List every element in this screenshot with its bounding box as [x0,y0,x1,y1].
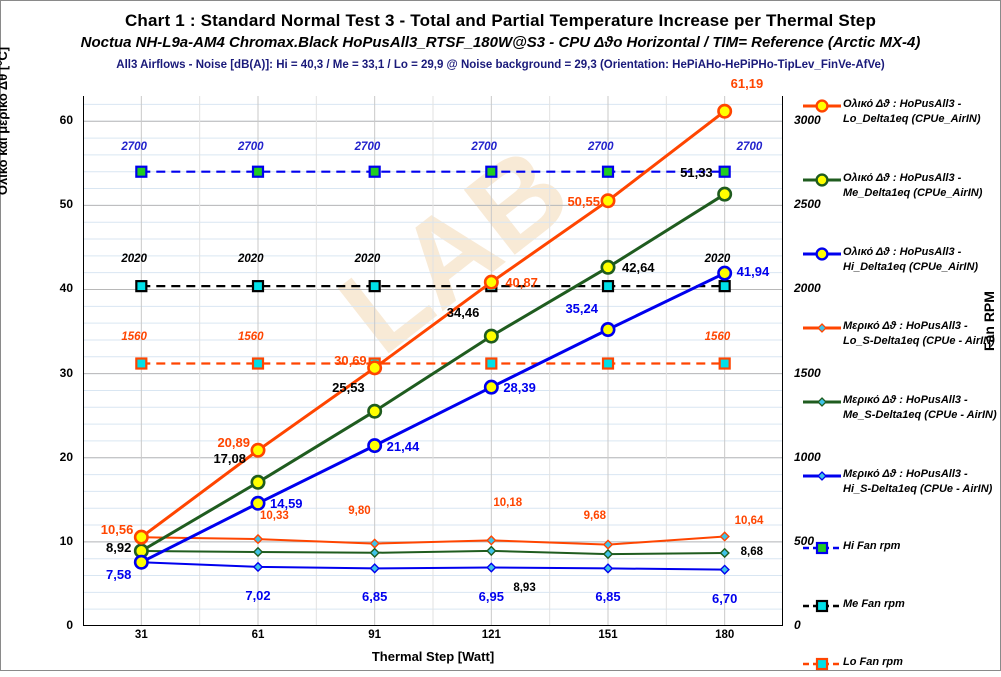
data-point-label: 40,87 [505,275,538,291]
legend-item[interactable]: Hi Fan rpm [801,539,997,556]
legend-item-label: Hi Fan rpm [843,540,901,552]
data-point-label: 8,92 [106,539,132,555]
legend-marker-square-cyan2-icon [801,656,843,672]
legend-item-label: Ολικό Δϑ : HoPusAll3 - Me_Delta1eq (CPUe… [843,172,983,199]
chart-legend: Ολικό Δϑ : HoPusAll3 - Lo_Delta1eq (CPUe… [801,97,997,671]
data-point-label: 21,44 [386,438,420,454]
data-point-label: 42,64 [622,260,655,276]
data-point-label: 34,46 [446,305,480,321]
x-axis-title: Thermal Step [Watt] [371,649,495,664]
legend-item-label: Ολικό Δϑ : HoPusAll3 - Lo_Delta1eq (CPUe… [843,98,981,125]
y-tick-left: 40 [59,281,73,296]
x-tick: 61 [251,629,265,641]
data-point-label: 2020 [354,253,381,266]
data-point-label: 8,68 [740,545,764,558]
legend-item[interactable]: Μερικό Δϑ : HoPusAll3 - Lo_S-Delta1eq (C… [801,319,997,348]
data-point-label: 30,69 [334,352,367,368]
y-tick-right: 0 [794,618,801,632]
data-point-label: 7,58 [106,567,132,583]
x-tick: 151 [598,629,618,641]
y-tick-left: 20 [59,449,73,464]
data-point-label: 6,85 [362,589,388,605]
y-tick-right: 500 [794,533,815,548]
legend-item[interactable]: Ολικό Δϑ : HoPusAll3 - Lo_Delta1eq (CPUe… [801,97,997,126]
legend-item[interactable]: Ολικό Δϑ : HoPusAll3 - Hi_Delta1eq (CPUe… [801,245,997,274]
data-point-label: 50,55 [567,193,600,209]
y-tick-left: 60 [59,113,73,128]
data-point-label: 10,33 [260,510,289,523]
chart-title: Chart 1 : Standard Normal Test 3 - Total… [124,11,877,30]
chart-canvas [83,96,783,626]
legend-marker-square-green-icon [801,540,843,556]
legend-item-label: Μερικό Δϑ : HoPusAll3 - Me_S-Delta1eq (C… [843,394,997,421]
data-point-label: 14,59 [270,496,303,512]
y-tick-left: 0 [66,618,73,632]
data-point-label: 2700 [588,140,614,153]
data-point-label: 2700 [471,140,497,153]
data-point-label: 1560 [238,330,264,343]
legend-item-label: Μερικό Δϑ : HoPusAll3 - Hi_S-Delta1eq (C… [843,468,993,495]
data-point-label: 28,39 [503,380,536,396]
data-point-label: 6,70 [712,590,738,606]
data-point-label: 6,85 [595,589,621,605]
legend-item[interactable]: Μερικό Δϑ : HoPusAll3 - Me_S-Delta1eq (C… [801,393,997,422]
data-point-label: 2700 [121,140,147,153]
legend-item-label: Ολικό Δϑ : HoPusAll3 - Hi_Delta1eq (CPUe… [843,246,979,273]
legend-item[interactable]: Lo Fan rpm [801,655,997,672]
legend-marker-diamond-icon [801,394,843,410]
data-point-label: 2020 [238,253,264,266]
legend-marker-square-cyan-icon [801,598,843,614]
legend-item[interactable]: Me Fan rpm [801,597,997,614]
chart-subtitle: Noctua NH-L9a-AM4 Chromax.Black HoPusAll… [80,34,921,51]
data-point-label: 10,64 [734,515,764,528]
data-point-label: 9,68 [583,509,606,522]
data-point-label: 1560 [121,330,147,343]
legend-item[interactable]: Μερικό Δϑ : HoPusAll3 - Hi_S-Delta1eq (C… [801,467,997,496]
data-point-label: 2020 [704,253,731,266]
data-point-label: 20,89 [217,435,250,451]
y-tick-right: 3000 [794,113,821,128]
x-tick: 121 [481,629,501,641]
legend-item-label: Lo Fan rpm [843,656,903,668]
data-point-label: 2700 [354,140,381,153]
data-point-label: 7,02 [245,587,271,603]
data-point-label: 25,53 [332,380,365,396]
legend-marker-diamond-icon [801,468,843,484]
y-tick-right: 2500 [794,197,821,212]
x-tick: 180 [715,629,735,641]
x-tick: 31 [134,629,148,641]
data-point-label: 2700 [736,140,763,153]
legend-item-label: Me Fan rpm [843,598,905,610]
y-tick-left: 50 [59,197,73,212]
y-tick-right: 1000 [794,449,821,464]
data-point-label: 2700 [238,140,264,153]
data-point-label: 10,18 [493,497,523,510]
data-point-label: 8,93 [513,581,536,594]
data-point-label: 9,80 [348,504,371,517]
legend-marker-circle-icon [801,172,843,188]
data-point-label: 61,19 [730,76,764,92]
y-tick-right: 1500 [794,365,821,380]
plot-area: 10,56 20,89 30,69 40,87 50,55 61,19 8,92 17,08 2… [83,76,783,626]
data-point-label: 51,33 [680,165,713,181]
y-tick-left: 10 [59,533,73,548]
data-point-label: 2020 [121,253,147,266]
legend-item-label: Μερικό Δϑ : HoPusAll3 - Lo_S-Delta1eq (C… [843,320,995,347]
legend-marker-circle-icon [801,246,843,262]
data-point-label: 10,56 [100,522,134,538]
legend-marker-diamond-icon [801,320,843,336]
y-tick-right: 2000 [794,281,821,296]
legend-marker-circle-icon [801,98,843,114]
data-point-label: 17,08 [213,451,246,467]
data-point-label: 6,95 [478,588,504,604]
data-point-label: 35,24 [565,300,598,316]
chart-conditions: All3 Airflows - Noise [dB(A)]: Hi = 40,3… [116,59,885,71]
data-point-label: 41,94 [736,264,770,280]
y-tick-left: 30 [59,365,73,380]
x-tick: 91 [368,629,382,641]
legend-item[interactable]: Ολικό Δϑ : HoPusAll3 - Me_Delta1eq (CPUe… [801,171,997,200]
data-point-label: 1560 [704,330,731,343]
